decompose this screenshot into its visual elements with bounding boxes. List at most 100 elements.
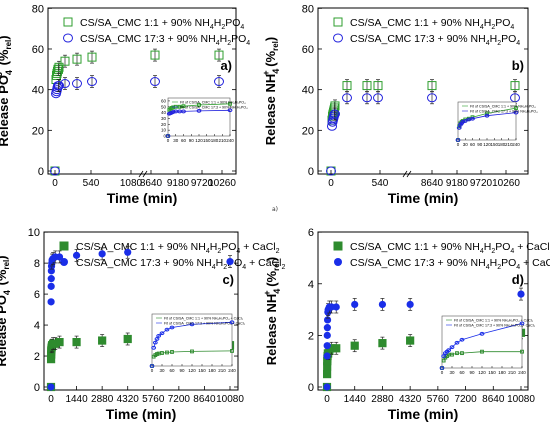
data-point [60, 79, 70, 89]
inset-point [520, 349, 524, 354]
inset-x-tick-label: 180 [498, 370, 506, 375]
inset-point [152, 340, 158, 345]
legend-label: CS/SA_CMC 17:3 + 90% NH4H2PO4 [350, 33, 520, 47]
legend-label: CS/SA_CMC 1:1 + 90% NH4H2PO4 + CaCl2 [350, 241, 550, 255]
legend-marker [333, 17, 343, 27]
inset-x-tick-label: 150 [488, 370, 496, 375]
legend-label: CS/SA_CMC 1:1 + 90% NH4H2PO4 [80, 17, 244, 31]
plot-frame [317, 231, 529, 391]
data-point [323, 331, 331, 339]
inset-point [439, 366, 445, 370]
inset-point [459, 337, 465, 342]
data-point [373, 93, 383, 103]
inset-legend-label: Fit of CS/SA_CMC 1:1 + 90% NH₄H₂PO₄ [470, 105, 536, 109]
legend-label: CS/SA_CMC 1:1 + 90% NH4H2PO4 + CaCl2 [76, 241, 280, 255]
x-tick-label: 2880 [91, 394, 114, 405]
legend-label: CS/SA_CMC 1:1 + 90% NH4H2PO4 [350, 17, 514, 31]
inset-point [227, 108, 233, 113]
series-2 [50, 75, 224, 176]
inset-point [149, 364, 155, 368]
inset-point [189, 322, 195, 327]
inset-x-tick-label: 0 [167, 138, 170, 143]
inset-point [484, 113, 490, 118]
x-tick-label: 0 [328, 178, 334, 189]
data-point [47, 282, 55, 290]
x-tick-label: 0 [48, 394, 54, 405]
data-point [72, 54, 82, 64]
inset-point [196, 108, 202, 113]
center-mark: a) [272, 206, 279, 213]
x-tick-label: 10080 [216, 394, 244, 405]
inset-legend-label: Fit of CS/SA_CMC 1:1 + 90% NH₄H₂PO₄ + Ca… [164, 317, 244, 321]
y-tick-label: 10 [28, 227, 40, 239]
x-tick-label: 9180 [446, 178, 469, 189]
data-point [55, 253, 64, 261]
x-tick-label: 8640 [421, 178, 444, 189]
inset-x-tick-label: 210 [505, 142, 513, 147]
y-tick-label: 0 [34, 382, 40, 394]
x-tick-label: 1440 [65, 394, 88, 405]
inset-x-tick-label: 30 [159, 368, 165, 373]
inset-x-tick-label: 90 [189, 138, 195, 143]
inset-legend-label: Fit of CS/SA_CMC 1:1 + 90% NH₄H₂PO₄ [180, 101, 246, 105]
x-tick-label: 540 [83, 178, 100, 189]
data-point [47, 383, 55, 391]
data-point [72, 251, 81, 259]
x-tick-label: 4320 [399, 394, 422, 405]
inset-x-tick-label: 30 [173, 138, 179, 143]
inset-y-tick-label: 10 [161, 128, 167, 133]
data-point [60, 56, 70, 66]
x-tick-label: 2880 [371, 394, 394, 405]
legend-label: CS/SA_CMC 17:3 + 90% NH4H2PO4 [80, 33, 250, 47]
panel-2: 0 20 40 60 80 0 540 8640 9180 9720 10260 Time (min)… [261, 3, 538, 206]
data-point [55, 337, 64, 347]
x-tick-label: 540 [372, 178, 389, 189]
legend-marker [60, 258, 68, 266]
data-point [72, 79, 82, 89]
inset-x-tick-label: 0 [441, 370, 444, 375]
axis-break [402, 170, 408, 178]
data-point [326, 166, 336, 176]
inset-point [470, 116, 475, 121]
data-point [124, 248, 132, 256]
inset-x-tick-label: 240 [228, 368, 236, 373]
x-axis-title: Time (min) [388, 406, 459, 422]
inset-point [230, 349, 234, 353]
inset-point [462, 119, 468, 123]
series-2 [323, 287, 525, 391]
inset-x-tick-label: 240 [512, 142, 520, 147]
series-2 [47, 245, 234, 391]
axis-break [138, 170, 144, 178]
data-point [98, 336, 107, 345]
y-axis-title: Release PO43- (%rel) [0, 255, 12, 366]
inset-y-tick-label: 0 [163, 134, 166, 139]
inset-x-tick-label: 210 [508, 370, 516, 375]
y-tick-label: 80 [302, 3, 314, 15]
legend-marker [63, 33, 73, 43]
inset-x-tick-label: 60 [181, 138, 187, 143]
inset-x-tick-label: 120 [483, 142, 491, 147]
x-tick-label: 0 [52, 178, 58, 189]
plot-frame [317, 7, 529, 175]
x-tick-label: 5760 [427, 394, 450, 405]
inset-legend-label: Fit of CS/SA_CMC 17:3 + 90% NH₄H₂PO₄ [180, 106, 248, 110]
inset-y-tick-label: 30 [161, 116, 167, 121]
legend-marker [334, 258, 342, 266]
x-tick-label: 9720 [470, 178, 493, 189]
inset-x-tick-label: 120 [478, 370, 486, 375]
x-tick-label: 10260 [208, 178, 236, 189]
inset-x-tick-label: 0 [457, 142, 460, 147]
inset-legend-label: Fit of CS/SA_CMC 17:3 + 90% NH₄H₂PO₄ + C… [454, 324, 536, 328]
y-tick-label: 40 [302, 85, 314, 97]
data-point [150, 50, 160, 60]
data-point [87, 77, 97, 87]
data-point [322, 369, 332, 379]
inset-x-tick-label: 90 [477, 142, 483, 147]
y-axis-title: Release NH4+ (%rel) [262, 257, 282, 365]
data-point [510, 81, 520, 91]
inset-legend-label: Fit of CS/SA_CMC 17:3 + 90% NH₄H₂PO₄ [470, 110, 538, 114]
x-axis-title: Time (min) [106, 406, 177, 422]
series-2 [326, 91, 520, 176]
inset-point [455, 351, 459, 356]
x-axis-title: Time (min) [388, 190, 459, 206]
